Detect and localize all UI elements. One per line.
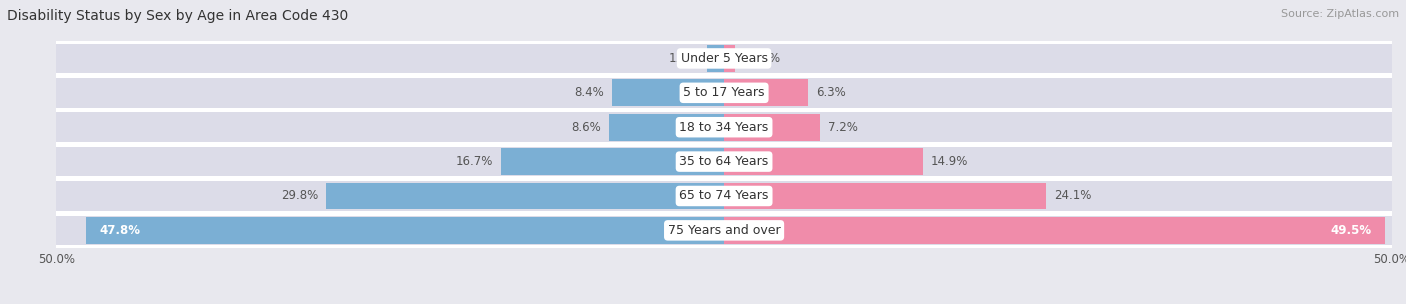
Bar — [56, 76, 1392, 110]
Text: 7.2%: 7.2% — [828, 121, 858, 134]
Text: 1.3%: 1.3% — [669, 52, 699, 65]
Bar — [724, 45, 735, 72]
Text: 47.8%: 47.8% — [98, 224, 141, 237]
Bar — [612, 79, 724, 106]
Bar — [609, 114, 724, 141]
Text: 18 to 34 Years: 18 to 34 Years — [679, 121, 769, 134]
Text: 49.5%: 49.5% — [1331, 224, 1372, 237]
Text: 8.4%: 8.4% — [574, 86, 605, 99]
Text: 6.3%: 6.3% — [817, 86, 846, 99]
Text: Source: ZipAtlas.com: Source: ZipAtlas.com — [1281, 9, 1399, 19]
Bar — [56, 78, 1392, 108]
Bar — [707, 45, 724, 72]
Bar — [56, 181, 1392, 211]
Text: Disability Status by Sex by Age in Area Code 430: Disability Status by Sex by Age in Area … — [7, 9, 349, 23]
Text: 65 to 74 Years: 65 to 74 Years — [679, 189, 769, 202]
Bar — [724, 217, 1385, 244]
Text: 75 Years and over: 75 Years and over — [668, 224, 780, 237]
Bar — [501, 148, 724, 175]
Bar — [724, 183, 1046, 209]
Bar — [56, 110, 1392, 144]
Text: Under 5 Years: Under 5 Years — [681, 52, 768, 65]
Text: 0.81%: 0.81% — [742, 52, 780, 65]
Bar — [56, 147, 1392, 176]
Bar — [56, 179, 1392, 213]
Bar — [724, 79, 808, 106]
Bar — [86, 217, 724, 244]
Text: 29.8%: 29.8% — [281, 189, 318, 202]
Bar — [56, 112, 1392, 142]
Text: 8.6%: 8.6% — [571, 121, 602, 134]
Text: 14.9%: 14.9% — [931, 155, 969, 168]
Text: 5 to 17 Years: 5 to 17 Years — [683, 86, 765, 99]
Bar — [326, 183, 724, 209]
Bar — [56, 144, 1392, 179]
Text: 24.1%: 24.1% — [1054, 189, 1091, 202]
Bar — [56, 41, 1392, 76]
Bar — [56, 44, 1392, 73]
Bar — [56, 213, 1392, 247]
Bar — [724, 114, 820, 141]
Bar — [724, 148, 924, 175]
Text: 35 to 64 Years: 35 to 64 Years — [679, 155, 769, 168]
Bar — [56, 216, 1392, 245]
Text: 16.7%: 16.7% — [456, 155, 494, 168]
